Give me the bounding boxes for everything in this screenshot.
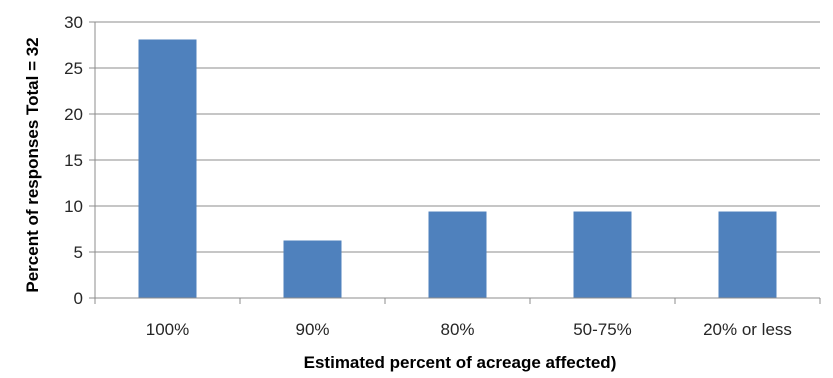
y-tick-label: 0 (74, 289, 83, 308)
y-tick-label: 20 (64, 105, 83, 124)
bar (428, 211, 487, 298)
y-tick-label: 10 (64, 197, 83, 216)
bar (138, 39, 197, 298)
x-tick-label: 50-75% (573, 320, 632, 339)
axes (89, 21, 821, 304)
bar (283, 240, 342, 298)
x-tick-label: 80% (440, 320, 474, 339)
x-tick-label: 20% or less (703, 320, 792, 339)
x-tick-label: 100% (146, 320, 189, 339)
bar (718, 211, 777, 298)
x-tick-labels: 100% 90% 80% 50-75% 20% or less (146, 320, 792, 339)
x-axis-title: Estimated percent of acreage affected) (304, 353, 617, 372)
y-tick-label: 25 (64, 59, 83, 78)
bar (573, 211, 632, 298)
y-tick-label: 30 (64, 13, 83, 32)
x-tick-label: 90% (295, 320, 329, 339)
y-tick-label: 5 (74, 243, 83, 262)
y-axis-title: Percent of responses Total = 32 (23, 37, 42, 292)
gridlines (95, 21, 820, 253)
bars (138, 39, 777, 298)
y-tick-labels: 0 5 10 15 20 25 30 (64, 13, 83, 308)
y-tick-label: 15 (64, 151, 83, 170)
